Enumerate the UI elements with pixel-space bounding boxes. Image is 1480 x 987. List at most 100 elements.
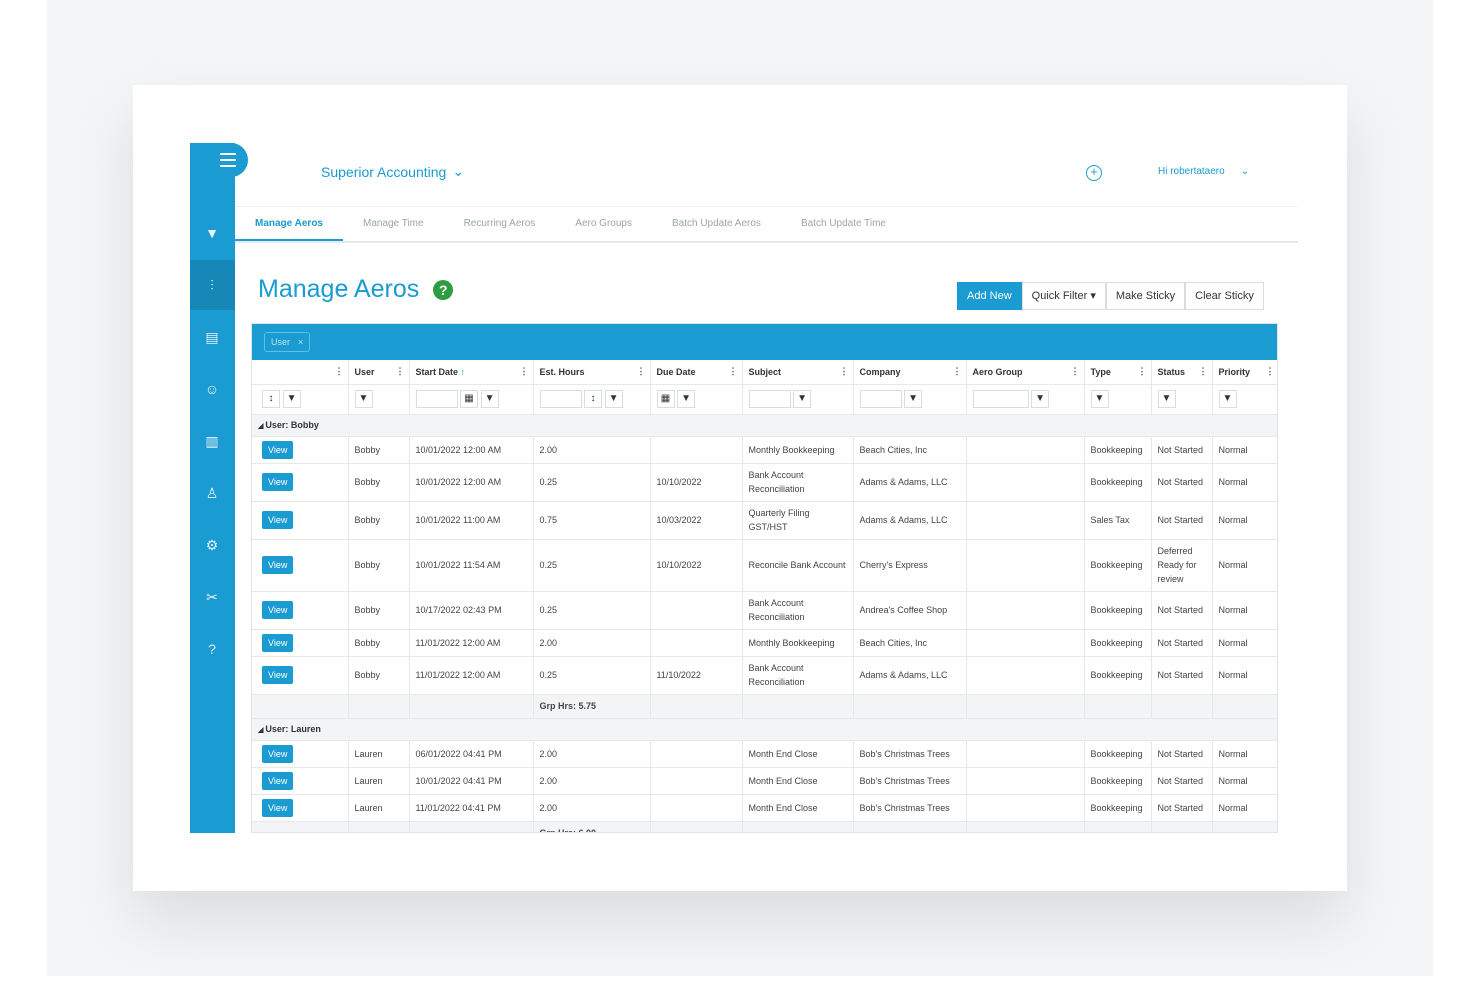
hamburger-menu-icon[interactable] — [212, 143, 248, 177]
tab-aero-groups[interactable]: Aero Groups — [575, 218, 632, 229]
gear-icon[interactable]: ⚙ — [205, 536, 219, 553]
aero-group-cell — [966, 767, 1085, 795]
quick-filter-button[interactable]: Quick Filter ▾ — [1021, 282, 1106, 310]
group-row[interactable]: ◢ User: Lauren — [252, 718, 1277, 741]
view-button[interactable]: View — [262, 556, 294, 574]
subject-cell: Month End Close — [742, 767, 854, 795]
view-button[interactable]: View — [262, 771, 294, 790]
add-circle-icon[interactable]: + — [1086, 165, 1102, 181]
summary-cell — [1084, 821, 1152, 832]
view-button[interactable]: View — [262, 744, 294, 763]
filter-icon[interactable]: ▼ — [1218, 390, 1237, 408]
summary-cell — [252, 694, 349, 719]
due-date-cell — [650, 740, 743, 768]
view-cell: View — [252, 463, 349, 502]
col-header[interactable]: Est. Hours ⋮ — [533, 360, 651, 385]
filter-input[interactable] — [415, 390, 458, 408]
group-chip-label: User — [271, 337, 291, 347]
group-row[interactable]: ◢ User: Bobby — [252, 414, 1277, 437]
sort-icon[interactable]: ↕ — [262, 390, 280, 408]
filter-icon[interactable]: ▼ — [793, 390, 812, 408]
group-label: User: Lauren — [265, 724, 321, 734]
summary-cell — [650, 821, 743, 832]
filter-icon[interactable]: ▼ — [1090, 390, 1109, 408]
subject-cell: Reconcile Bank Account — [742, 539, 854, 592]
caret-down-icon[interactable]: ▼ — [205, 225, 219, 241]
calendar-icon[interactable]: ▦ — [460, 390, 479, 408]
tab-manage-time[interactable]: Manage Time — [362, 218, 424, 229]
filter-icon[interactable]: ▼ — [604, 390, 623, 408]
hours-cell: 2.00 — [533, 629, 651, 657]
filter-input[interactable] — [748, 390, 791, 408]
col-header[interactable]: Start Date ↑ ⋮ — [409, 360, 534, 385]
filter-icon[interactable]: ▼ — [282, 390, 301, 408]
tab-batch-update-time[interactable]: Batch Update Time — [800, 218, 886, 229]
aero-group-cell — [966, 629, 1085, 657]
calendar-icon[interactable]: ▦ — [656, 390, 675, 408]
col-header[interactable]: Status ⋮ — [1151, 360, 1213, 385]
col-header[interactable]: ⋮ — [252, 360, 349, 385]
col-header[interactable]: Company ⋮ — [853, 360, 967, 385]
view-button[interactable]: View — [262, 440, 294, 459]
hours-cell: 0.75 — [533, 501, 651, 540]
view-button[interactable]: View — [262, 798, 294, 817]
group-chip[interactable]: User × — [264, 332, 311, 352]
tab-manage-aeros[interactable]: Manage Aeros — [235, 207, 343, 241]
collapse-icon[interactable]: ◢ — [258, 727, 266, 734]
chart-icon[interactable]: ▥ — [205, 432, 219, 449]
help-circle-icon[interactable]: ? — [208, 641, 216, 657]
clear-sticky-button[interactable]: Clear Sticky — [1185, 282, 1264, 310]
sliders-icon[interactable]: ⫶ — [210, 276, 214, 293]
view-button[interactable]: View — [262, 511, 294, 529]
user-icon[interactable]: ♙ — [205, 484, 219, 501]
make-sticky-button[interactable]: Make Sticky — [1105, 282, 1186, 310]
hours-cell: 2.00 — [533, 794, 651, 822]
col-header[interactable]: Type ⋮ — [1084, 360, 1152, 385]
tab-bar: Manage Aeros Manage Time Recurring Aeros… — [235, 207, 1298, 243]
help-icon[interactable]: ? — [433, 279, 454, 300]
col-header[interactable]: Subject ⋮ — [742, 360, 854, 385]
filter-input[interactable] — [859, 390, 902, 408]
view-button[interactable]: View — [262, 633, 294, 652]
col-header[interactable]: Aero Group ⋮ — [966, 360, 1085, 385]
tab-batch-update-aeros[interactable]: Batch Update Aeros — [671, 218, 761, 229]
due-date-cell: 10/10/2022 — [650, 463, 743, 502]
col-header[interactable]: Priority ⋮ — [1212, 360, 1277, 385]
user-menu[interactable]: Hi robertataero ⌄ — [1158, 166, 1249, 177]
chevron-down-icon: ⌄ — [452, 163, 465, 179]
view-button[interactable]: View — [262, 601, 294, 619]
view-button[interactable]: View — [262, 666, 294, 684]
company-selector[interactable]: Superior Accounting ⌄ — [321, 163, 464, 180]
filter-icon[interactable]: ▼ — [354, 390, 373, 408]
tools-icon[interactable]: ✂ — [206, 588, 218, 605]
view-cell: View — [252, 656, 349, 695]
contacts-icon[interactable]: ☺ — [204, 381, 220, 397]
filter-icon[interactable]: ▼ — [1031, 390, 1050, 408]
page-title: Manage Aeros — [258, 275, 420, 303]
status-cell: Deferred Ready for review — [1151, 539, 1213, 592]
filter-icon[interactable]: ▼ — [677, 390, 696, 408]
view-button[interactable]: View — [262, 473, 294, 491]
company-cell: Andrea's Coffee Shop — [853, 591, 967, 630]
aero-group-cell — [966, 436, 1085, 464]
sort-icon[interactable]: ↕ — [584, 390, 603, 408]
aero-group-cell — [966, 501, 1085, 540]
filter-icon[interactable]: ▼ — [1157, 390, 1176, 408]
company-cell: Bob's Christmas Trees — [853, 794, 967, 822]
filter-input[interactable] — [972, 390, 1029, 408]
add-new-button[interactable]: Add New — [957, 282, 1022, 310]
collapse-icon[interactable]: ◢ — [258, 423, 266, 430]
subject-cell: Month End Close — [742, 794, 854, 822]
document-icon[interactable]: ▤ — [205, 328, 219, 345]
action-buttons: Add New Quick Filter ▾ Make Sticky Clear… — [957, 282, 1264, 310]
col-header[interactable]: Due Date ⋮ — [650, 360, 743, 385]
col-header[interactable]: User ⋮ — [348, 360, 410, 385]
close-icon[interactable]: × — [298, 337, 304, 347]
filter-icon[interactable]: ▼ — [904, 390, 923, 408]
aero-group-cell — [966, 539, 1085, 592]
filter-icon[interactable]: ▼ — [480, 390, 499, 408]
start-date-cell: 10/01/2022 12:00 AM — [409, 463, 534, 502]
filter-input[interactable] — [539, 390, 582, 408]
tab-recurring-aeros[interactable]: Recurring Aeros — [463, 218, 536, 229]
grid-table: ⋮ User ⋮ Start Date ↑ ⋮ Est. Hours ⋮ Due Da… — [252, 360, 1277, 832]
